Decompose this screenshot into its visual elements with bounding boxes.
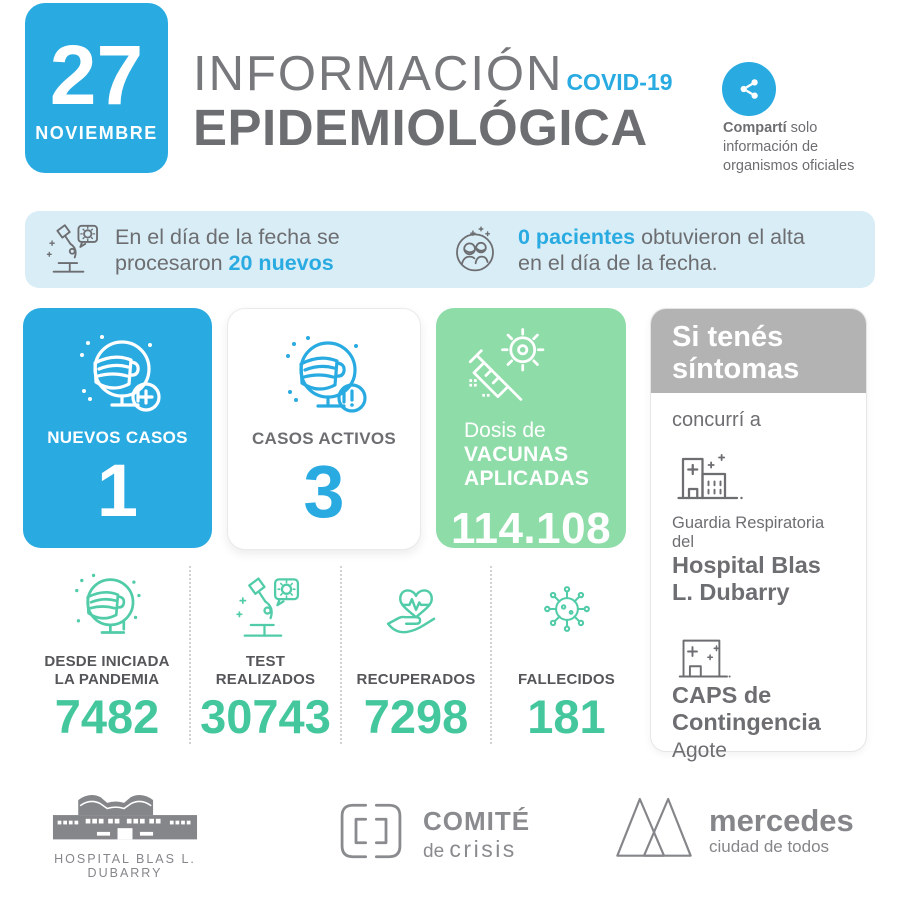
- vacunas-label-bold1: VACUNAS: [464, 443, 569, 466]
- mercedes-logo-icon: [616, 797, 692, 857]
- share-icon: [722, 62, 776, 116]
- stat-tests-label1: TEST: [245, 653, 286, 670]
- microscope-icon: [46, 223, 98, 273]
- caps-sub-label: Agote: [672, 739, 727, 762]
- cumulative-stats: DESDE INICIADA LA PANDEMIA 7482 TEST REA…: [25, 566, 641, 744]
- vacunas-value: 114.108: [450, 504, 612, 553]
- patients-icon: [456, 225, 494, 271]
- casos-activos-value: 3: [303, 450, 345, 533]
- symptoms-title-line2: síntomas: [672, 353, 800, 385]
- caps-name-line2: Contingencia: [672, 709, 821, 735]
- hospital-logo-label: HOSPITAL BLAS L. DUBARRY: [54, 852, 196, 880]
- share-caption-line2: información de: [723, 139, 819, 155]
- date-badge: 27 NOVIEMBRE: [25, 3, 168, 173]
- discharged-count: 0 pacientes: [518, 224, 636, 249]
- share-glyph: [740, 79, 758, 99]
- mercedes-name: mercedes: [709, 803, 854, 838]
- tests-processed-line1: En el día de la fecha se: [115, 224, 340, 249]
- stat-tests: TEST REALIZADOS 30743: [191, 566, 342, 744]
- masked-face-plus-icon: [23, 326, 212, 428]
- stat-fallecidos-label1: FALLECIDOS: [517, 670, 615, 688]
- stat-pandemia: DESDE INICIADA LA PANDEMIA 7482: [25, 566, 191, 744]
- stat-recuperados-value: 7298: [363, 690, 469, 743]
- date-day: 27: [49, 28, 144, 122]
- card-nuevos-casos: NUEVOS CASOS 1: [23, 308, 212, 548]
- stat-pandemia-label1: DESDE INICIADA: [44, 653, 170, 670]
- comite-logo-icon: [340, 803, 402, 859]
- guardia-name-line1: Hospital Blas: [672, 552, 821, 578]
- casos-activos-label: CASOS ACTIVOS: [251, 429, 396, 448]
- discharged-text: 0 pacientes obtuvieron el alta en el día…: [518, 224, 805, 276]
- title-informacion: INFORMACIÓN: [193, 47, 564, 101]
- title-epidemiologica: EPIDEMIOLÓGICA: [193, 99, 648, 156]
- caps-name-line1: CAPS de: [672, 682, 772, 708]
- heart-hand-icon: [342, 568, 490, 650]
- date-month: NOVIEMBRE: [35, 123, 158, 143]
- stat-recuperados-label1: RECUPERADOS: [356, 670, 476, 688]
- share-caption-line3: organismos oficiales: [723, 158, 855, 174]
- share-caption: Compartí solo información de organismos …: [723, 119, 854, 176]
- discharged-rest: obtuvieron el alta: [635, 224, 805, 249]
- discharged-item: 0 pacientes obtuvieron el alta en el día…: [445, 211, 805, 288]
- daily-summary-banner: En el día de la fecha se procesaron 20 n…: [25, 211, 875, 288]
- comite-crisis: crisis: [449, 836, 517, 862]
- tests-processed-prefix: procesaron: [115, 250, 229, 275]
- card-vacunas: Dosis de VACUNAS APLICADAS 114.108: [436, 308, 626, 553]
- comite-logo-block: COMITÉ de crisis: [333, 801, 530, 863]
- virus-icon: [492, 568, 641, 650]
- nuevos-casos-label: NUEVOS CASOS: [47, 428, 188, 447]
- comite-title: COMITÉ: [423, 806, 531, 836]
- stat-recuperados: RECUPERADOS 7298: [342, 566, 492, 744]
- card-casos-activos: CASOS ACTIVOS 3: [227, 308, 421, 550]
- hospital-silhouette-icon: [52, 795, 198, 840]
- stat-fallecidos-value: 181: [527, 690, 606, 743]
- comite-de: de: [423, 841, 450, 862]
- test-microscope-icon: [191, 568, 340, 650]
- symptoms-intro: concurrí a: [672, 409, 761, 431]
- hospital-logo-block: HOSPITAL BLAS L. DUBARRY: [40, 787, 210, 880]
- page-title: INFORMACIÓN COVID-19 EPIDEMIOLÓGICA: [193, 48, 673, 155]
- masked-face-icon: [25, 568, 189, 650]
- share-caption-rest: solo: [786, 120, 818, 136]
- caps-building-icon: [678, 639, 731, 678]
- stat-fallecidos: FALLECIDOS 181: [492, 566, 641, 744]
- tests-processed-item: En el día de la fecha se procesaron 20 n…: [40, 211, 340, 288]
- stat-pandemia-label2: LA PANDEMIA: [54, 670, 160, 688]
- mercedes-tagline: ciudad de todos: [709, 837, 830, 856]
- hospital-building-icon: [677, 453, 743, 500]
- symptoms-panel: Si tenés síntomas concurrí a Guardia Res…: [650, 308, 867, 762]
- stat-tests-value: 30743: [200, 690, 331, 743]
- guardia-name-line2: L. Dubarry: [672, 579, 790, 605]
- tests-processed-count: 20 nuevos: [228, 250, 334, 275]
- title-covid19: COVID-19: [566, 69, 673, 95]
- mercedes-logo-block: mercedes ciudad de todos: [612, 789, 854, 859]
- vacunas-label-light: Dosis de: [464, 419, 546, 442]
- tests-processed-text: En el día de la fecha se procesaron 20 n…: [115, 224, 340, 276]
- guardia-pre-label: Guardia Respiratoria del: [672, 514, 825, 551]
- symptoms-panel-title: Si tenés síntomas: [651, 309, 866, 393]
- share-caption-bold: Compartí: [723, 120, 787, 136]
- vaccine-syringe-icon: [436, 322, 626, 418]
- discharged-line2: en el día de la fecha.: [518, 250, 718, 275]
- masked-face-alert-icon: [228, 327, 420, 429]
- stat-tests-label2: REALIZADOS: [215, 670, 316, 688]
- symptoms-title-line1: Si tenés: [672, 321, 784, 353]
- stat-pandemia-value: 7482: [54, 690, 160, 743]
- nuevos-casos-value: 1: [96, 449, 139, 532]
- vacunas-label-bold2: APLICADAS: [464, 467, 590, 490]
